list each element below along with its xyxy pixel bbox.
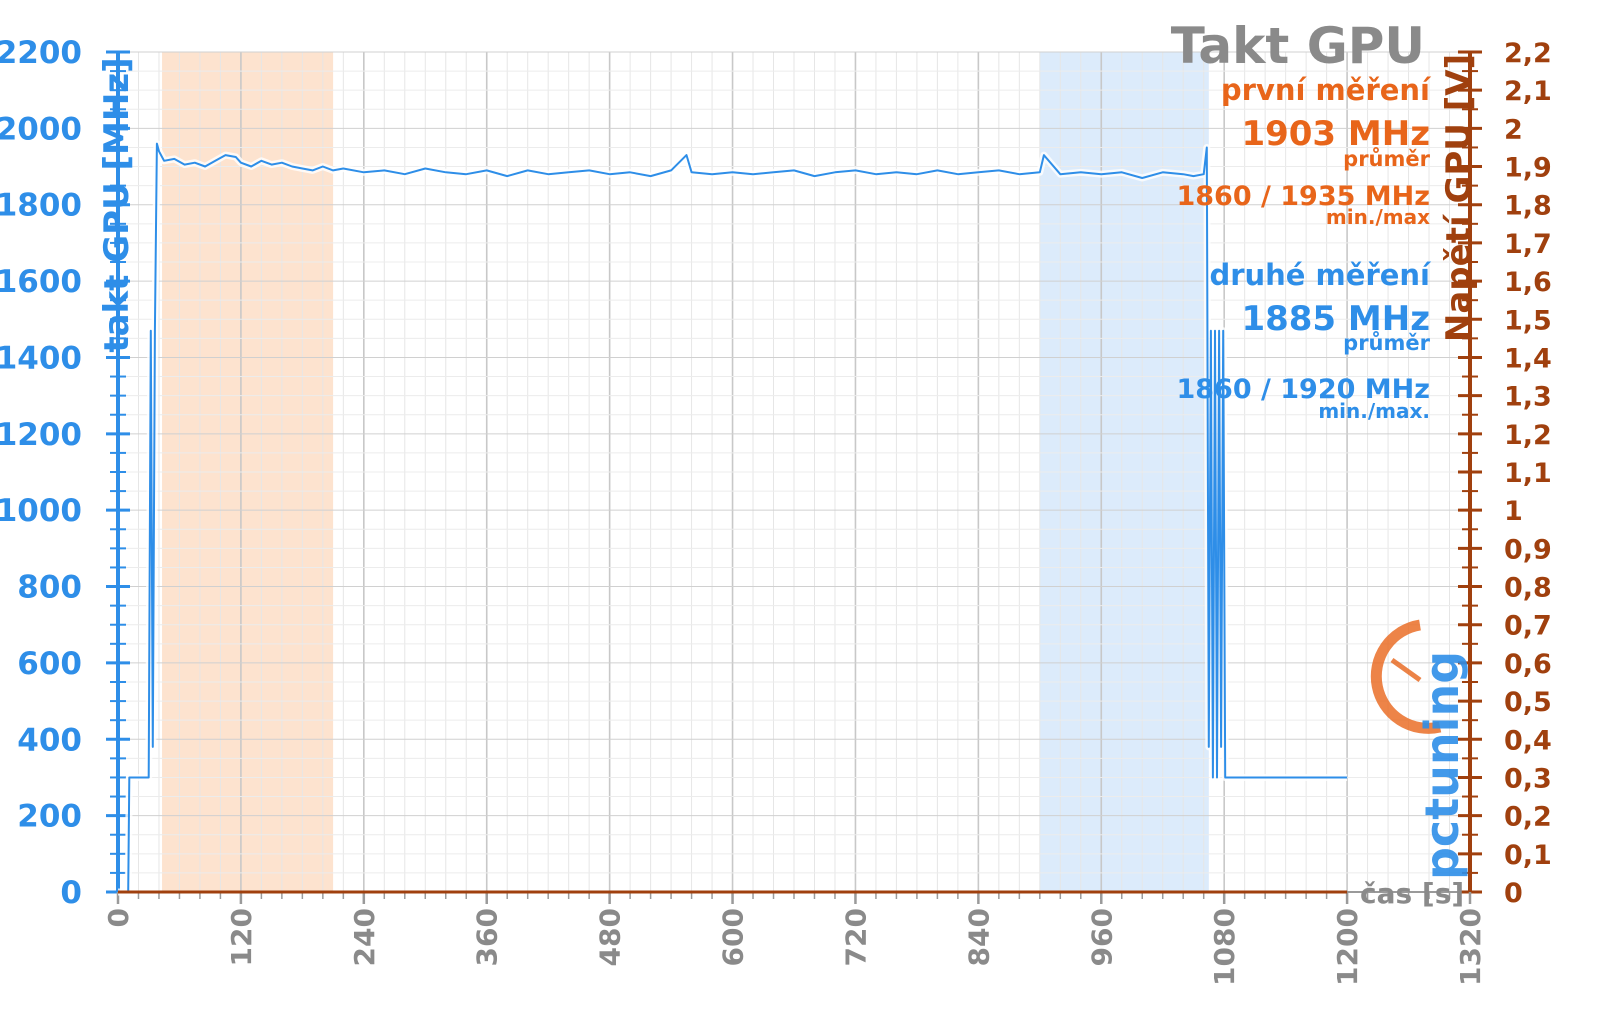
y-tick-label: 800 bbox=[17, 570, 82, 606]
y2-tick-label: 1,8 bbox=[1504, 191, 1552, 222]
x-tick-label: 0 bbox=[102, 908, 135, 927]
second-run-average-caption: průměr bbox=[1343, 331, 1430, 355]
gauge-needle bbox=[1390, 657, 1422, 683]
second-run-label: druhé měření bbox=[1209, 258, 1432, 292]
x-tick-label: 960 bbox=[1085, 908, 1118, 966]
x-tick-label: 720 bbox=[839, 908, 872, 966]
y2-tick-label: 1 bbox=[1504, 496, 1523, 527]
y2-tick-label: 2 bbox=[1504, 114, 1523, 145]
series-layer bbox=[118, 140, 1348, 896]
grid bbox=[117, 51, 1471, 893]
y2-tick-label: 1,2 bbox=[1504, 420, 1552, 451]
y-tick-label: 400 bbox=[17, 722, 82, 758]
x-tick-label: 360 bbox=[471, 908, 504, 966]
chart-title: Takt GPU bbox=[1171, 17, 1425, 75]
x-tick-label: 240 bbox=[348, 908, 381, 966]
y2-tick-label: 0 bbox=[1504, 878, 1523, 909]
x-tick-label: 1200 bbox=[1331, 908, 1364, 986]
y2-tick-label: 0,8 bbox=[1504, 573, 1552, 604]
y-tick-label: 1800 bbox=[0, 188, 82, 224]
clock-series-line bbox=[118, 142, 1348, 893]
y2-tick-label: 1,9 bbox=[1504, 153, 1552, 184]
second-run-average: 1885 MHz bbox=[1241, 299, 1430, 339]
x-axis-title: čas [s] bbox=[1360, 877, 1464, 910]
y2-tick-label: 1,1 bbox=[1504, 458, 1552, 489]
y-tick-label: 1400 bbox=[0, 340, 82, 376]
y-tick-label: 600 bbox=[17, 646, 82, 682]
x-tick-label: 120 bbox=[225, 908, 258, 966]
y2-axis-title: Napětí GPU [V] bbox=[1439, 54, 1479, 342]
y2-tick-label: 2,2 bbox=[1504, 38, 1552, 69]
y-tick-label: 1000 bbox=[0, 493, 82, 529]
axes: 0200400600800100012001400160018002000220… bbox=[0, 35, 1552, 986]
x-tick-label: 840 bbox=[962, 908, 995, 966]
logo-text: pctuning bbox=[1415, 651, 1469, 880]
y-tick-label: 2000 bbox=[0, 111, 82, 147]
second-run-minmax-caption: min./max. bbox=[1318, 399, 1430, 423]
y2-tick-label: 0,3 bbox=[1504, 763, 1552, 794]
y2-tick-label: 0,6 bbox=[1504, 649, 1552, 680]
y2-tick-label: 1,7 bbox=[1504, 229, 1552, 260]
y2-tick-label: 1,3 bbox=[1504, 382, 1552, 413]
y2-tick-label: 1,4 bbox=[1504, 343, 1552, 374]
y-tick-label: 0 bbox=[60, 875, 82, 911]
first-run-label: první měření bbox=[1221, 73, 1432, 107]
y-tick-label: 2200 bbox=[0, 35, 82, 71]
y2-tick-label: 2,1 bbox=[1504, 76, 1552, 107]
x-tick-label: 1320 bbox=[1454, 908, 1487, 986]
first-run-average-caption: průměr bbox=[1343, 147, 1430, 171]
y-axis-title: takt GPU [MHz] bbox=[97, 57, 137, 352]
y2-tick-label: 0,9 bbox=[1504, 534, 1552, 565]
y2-tick-label: 0,5 bbox=[1504, 687, 1552, 718]
x-tick-label: 1080 bbox=[1208, 908, 1241, 986]
pctuning-logo: pctuning bbox=[1370, 619, 1469, 880]
first-run-minmax-caption: min./max bbox=[1326, 205, 1430, 229]
y2-tick-label: 1,5 bbox=[1504, 305, 1552, 336]
y2-tick-label: 0,2 bbox=[1504, 802, 1552, 833]
y2-tick-label: 1,6 bbox=[1504, 267, 1552, 298]
first-run-average: 1903 MHz bbox=[1241, 114, 1430, 154]
x-tick-label: 480 bbox=[594, 908, 627, 966]
y2-tick-label: 0,4 bbox=[1504, 725, 1552, 756]
y-tick-label: 1600 bbox=[0, 264, 82, 300]
gauge-icon bbox=[1370, 619, 1442, 734]
y2-tick-label: 0,1 bbox=[1504, 840, 1552, 871]
y2-tick-label: 0,7 bbox=[1504, 611, 1552, 642]
x-tick-label: 600 bbox=[717, 908, 750, 966]
y-tick-label: 200 bbox=[17, 799, 82, 835]
y-tick-label: 1200 bbox=[0, 417, 82, 453]
first-run-minmax: 1860 / 1935 MHz bbox=[1176, 181, 1430, 212]
second-run-minmax: 1860 / 1920 MHz bbox=[1176, 374, 1430, 405]
